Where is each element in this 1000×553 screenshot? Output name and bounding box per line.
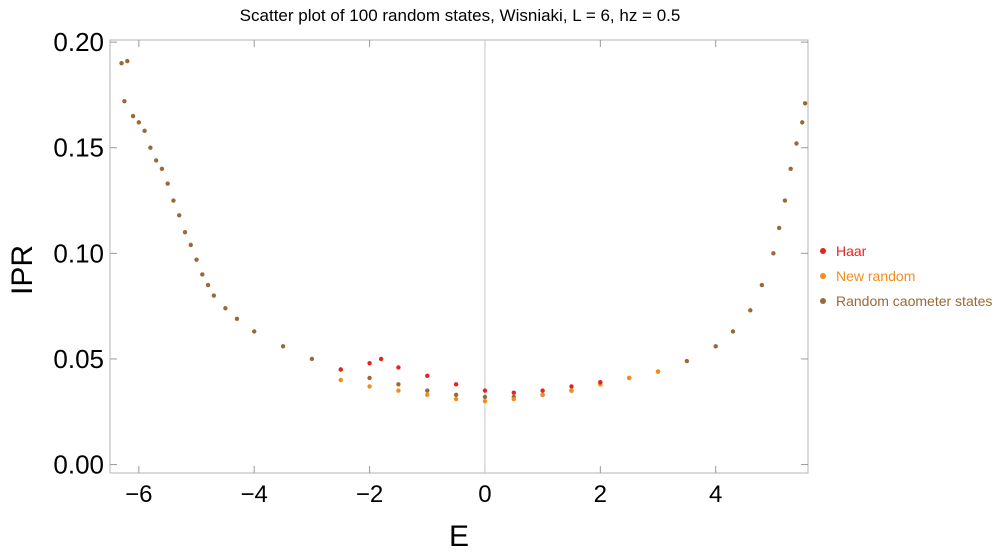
- data-point: [223, 306, 228, 311]
- data-point: [153, 158, 159, 163]
- data-point: [655, 369, 661, 374]
- data-point: [125, 58, 130, 64]
- data-point: [425, 373, 430, 379]
- data-point: [626, 375, 632, 381]
- data-point: [194, 257, 199, 262]
- y-tick-label: 0.20: [53, 27, 104, 57]
- y-tick-label: 0.00: [53, 450, 104, 480]
- data-point: [177, 213, 182, 218]
- data-point: [165, 181, 170, 186]
- data-point: [396, 365, 401, 370]
- scatter-points: [119, 58, 808, 404]
- data-point: [684, 358, 690, 364]
- x-tick-label: −4: [241, 481, 268, 508]
- legend-marker: [820, 298, 826, 304]
- data-point: [188, 242, 193, 248]
- data-point: [511, 390, 517, 395]
- data-point: [338, 367, 343, 372]
- chart-title: Scatter plot of 100 random states, Wisni…: [240, 6, 681, 25]
- data-point: [309, 356, 315, 362]
- data-point: [788, 166, 793, 172]
- y-tick-label: 0.15: [53, 133, 104, 163]
- data-point: [569, 384, 574, 389]
- data-point: [182, 230, 188, 235]
- data-point: [713, 344, 718, 349]
- legend-label: New random: [836, 268, 915, 284]
- data-point: [159, 166, 165, 172]
- data-point: [148, 145, 153, 150]
- data-point: [252, 329, 257, 334]
- data-point: [759, 282, 765, 288]
- y-axis-label: IPR: [6, 245, 39, 295]
- data-point: [280, 344, 286, 349]
- data-point: [396, 382, 401, 387]
- data-point: [482, 394, 488, 400]
- data-point: [234, 316, 240, 322]
- data-point: [540, 388, 545, 393]
- data-point: [453, 382, 459, 387]
- data-point: [794, 141, 799, 146]
- data-point: [482, 398, 488, 404]
- x-tick-label: 2: [594, 481, 607, 508]
- data-point: [367, 360, 372, 366]
- data-point: [800, 120, 805, 125]
- data-point: [119, 61, 124, 66]
- legend-label: Random caometer states: [836, 293, 992, 309]
- data-point: [453, 396, 459, 402]
- y-tick-label: 0.10: [53, 238, 104, 268]
- data-point: [205, 282, 211, 288]
- data-point: [200, 272, 205, 277]
- x-tick-label: 4: [709, 481, 722, 508]
- data-point: [130, 113, 136, 119]
- data-point: [598, 379, 603, 385]
- x-axis-label: E: [449, 520, 469, 553]
- data-point: [511, 396, 517, 402]
- data-point: [425, 392, 430, 398]
- data-point: [776, 225, 782, 231]
- legend-label: Haar: [836, 243, 867, 259]
- data-point: [425, 388, 430, 393]
- data-point: [367, 375, 372, 381]
- data-point: [453, 392, 459, 398]
- y-tick-label: 0.05: [53, 344, 104, 374]
- x-tick-label: −2: [356, 481, 383, 508]
- data-point: [540, 392, 545, 398]
- data-point: [378, 356, 384, 362]
- data-point: [771, 251, 776, 256]
- y-axis-ticks: 0.00 0.05 0.10 0.15 0.20: [53, 27, 808, 480]
- data-point: [171, 198, 176, 203]
- data-point: [396, 388, 401, 393]
- data-point: [338, 377, 343, 383]
- x-axis-ticks: −6 −4 −2 0 2 4: [125, 40, 722, 508]
- data-point: [367, 384, 372, 389]
- data-point: [136, 120, 142, 125]
- data-point: [802, 101, 808, 106]
- data-point: [730, 329, 736, 334]
- data-point: [122, 99, 127, 104]
- data-point: [748, 308, 753, 313]
- data-point: [211, 293, 217, 298]
- data-point: [569, 388, 574, 393]
- data-point: [142, 128, 147, 134]
- legend: Haar New random Random caometer states: [820, 243, 992, 309]
- x-tick-label: −6: [125, 481, 152, 508]
- legend-marker: [820, 248, 826, 254]
- data-point: [782, 198, 788, 203]
- legend-marker: [820, 273, 826, 279]
- x-tick-label: 0: [478, 481, 491, 508]
- data-point: [482, 388, 488, 393]
- plot-frame: [109, 39, 809, 474]
